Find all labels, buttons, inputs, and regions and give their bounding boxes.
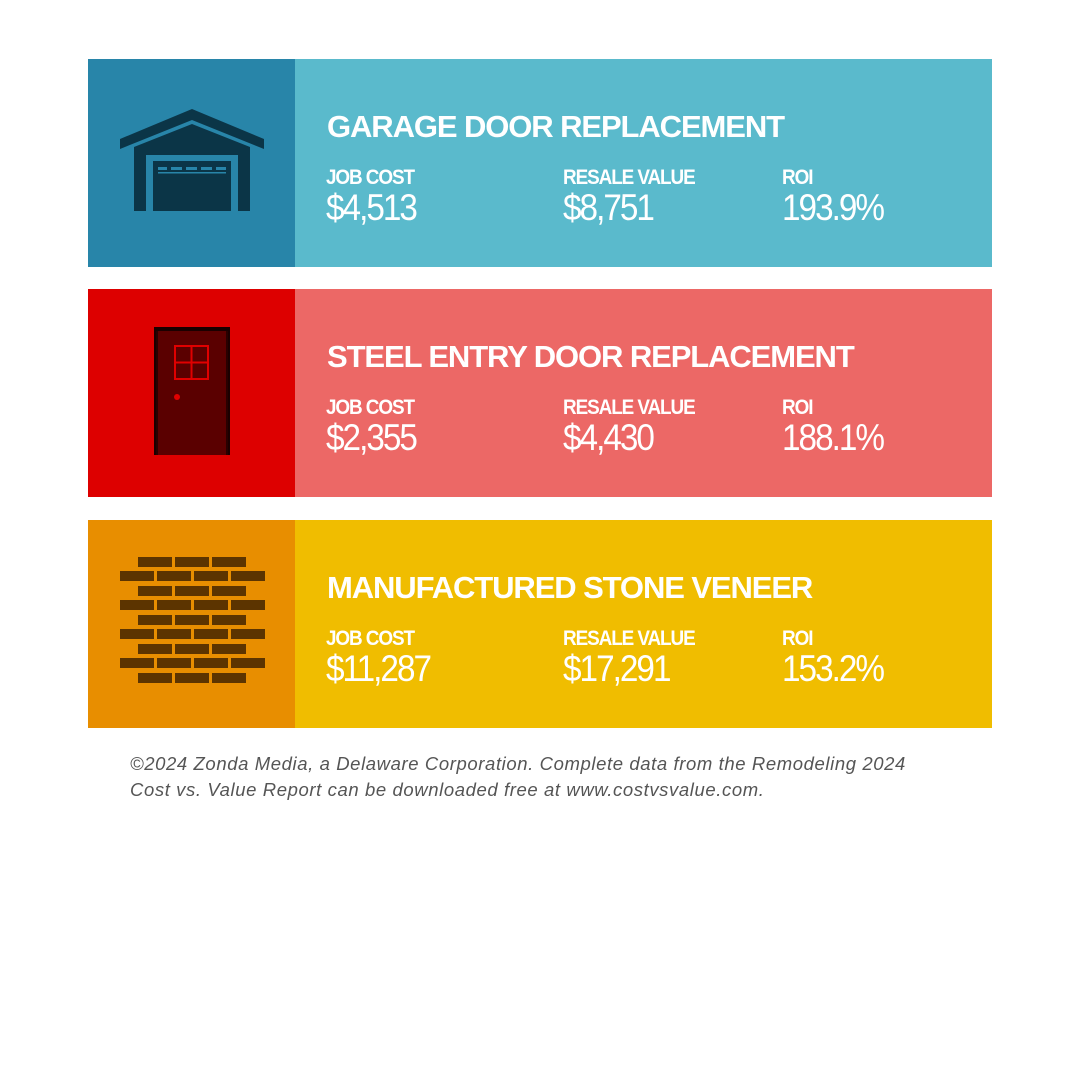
footer-line-2: Cost vs. Value Report can be downloaded … [130, 779, 765, 800]
job-cost-label: JOB COST [326, 396, 415, 419]
job-cost-value: $2,355 [326, 417, 418, 458]
job-cost-label: JOB COST [326, 166, 415, 189]
roi-label: ROI [782, 627, 813, 650]
job-cost: JOB COST $11,287 [326, 628, 442, 688]
footer-line-1: ©2024 Zonda Media, a Delaware Corporatio… [130, 753, 906, 774]
roi-value: 188.1% [782, 417, 885, 458]
roi-value: 153.2% [782, 648, 885, 689]
roi: ROI 188.1% [782, 397, 894, 457]
resale-value: RESALE VALUE $17,291 [563, 628, 709, 688]
roi: ROI 193.9% [782, 167, 894, 227]
garage-icon [119, 108, 264, 218]
resale-value: RESALE VALUE $4,430 [563, 397, 709, 457]
icon-panel [88, 59, 295, 267]
job-cost: JOB COST $4,513 [326, 167, 426, 227]
job-cost: JOB COST $2,355 [326, 397, 426, 457]
card-title: STEEL ENTRY DOOR REPLACEMENT [327, 339, 855, 374]
card-content: MANUFACTURED STONE VENEER JOB COST $11,2… [295, 520, 992, 728]
card-title: GARAGE DOOR REPLACEMENT [327, 109, 785, 144]
copyright-footer: ©2024 Zonda Media, a Delaware Corporatio… [130, 751, 970, 803]
resale-value-amount: $17,291 [563, 648, 672, 689]
card-stone-veneer: MANUFACTURED STONE VENEER JOB COST $11,2… [88, 520, 992, 728]
icon-panel [88, 520, 295, 728]
card-garage-door: GARAGE DOOR REPLACEMENT JOB COST $4,513 … [88, 59, 992, 267]
resale-value-amount: $4,430 [563, 417, 655, 458]
job-cost-label: JOB COST [326, 627, 415, 650]
door-icon [153, 326, 230, 460]
resale-value: RESALE VALUE $8,751 [563, 167, 709, 227]
resale-value-label: RESALE VALUE [563, 396, 696, 419]
card-title: MANUFACTURED STONE VENEER [327, 570, 813, 605]
roi-value: 193.9% [782, 187, 885, 228]
brick-wall-icon [118, 556, 266, 692]
card-steel-entry-door: STEEL ENTRY DOOR REPLACEMENT JOB COST $2… [88, 289, 992, 497]
resale-value-label: RESALE VALUE [563, 627, 696, 650]
roi-label: ROI [782, 396, 813, 419]
icon-panel [88, 289, 295, 497]
roi: ROI 153.2% [782, 628, 894, 688]
job-cost-value: $11,287 [326, 648, 432, 689]
resale-value-amount: $8,751 [563, 187, 655, 228]
job-cost-value: $4,513 [326, 187, 418, 228]
roi-label: ROI [782, 166, 813, 189]
resale-value-label: RESALE VALUE [563, 166, 696, 189]
card-content: STEEL ENTRY DOOR REPLACEMENT JOB COST $2… [295, 289, 992, 497]
card-content: GARAGE DOOR REPLACEMENT JOB COST $4,513 … [295, 59, 992, 267]
